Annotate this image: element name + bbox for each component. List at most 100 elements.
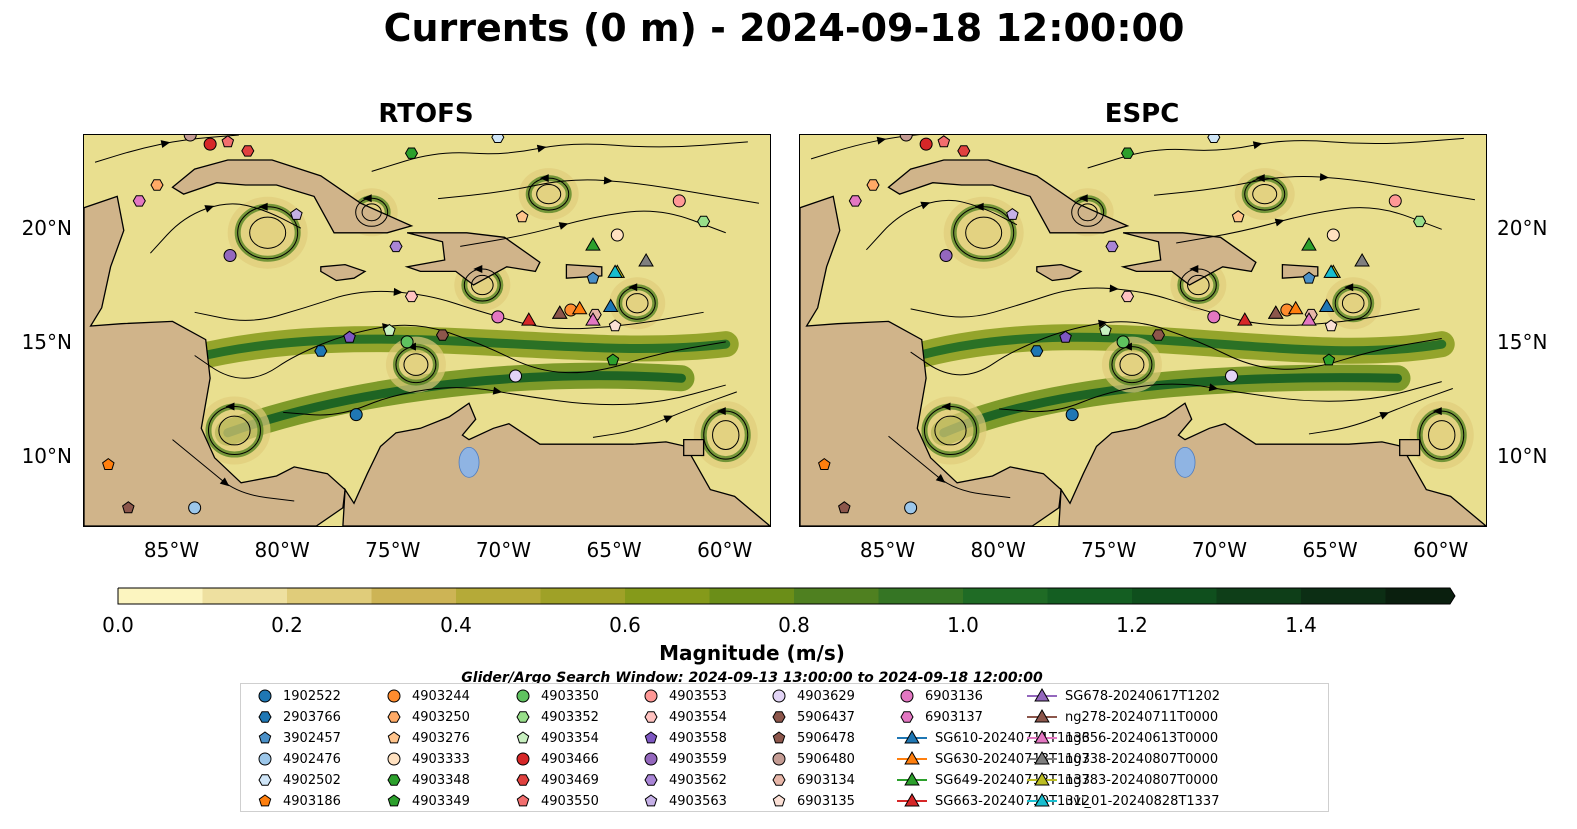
legend-item: SG610-20240711T1133	[897, 728, 1090, 748]
espc-ytick-1: 15°N	[1497, 330, 1548, 355]
colorbar-tick-7: 1.4	[1285, 613, 1317, 637]
argo-float-4902502	[491, 135, 505, 143]
float-marker-icon	[516, 689, 530, 703]
glider-SG610-20240711T1133	[1318, 298, 1335, 312]
float-marker-icon	[900, 711, 914, 723]
glider-ng656-20240613T0000	[585, 312, 601, 326]
legend-item: 6903135	[769, 791, 855, 811]
espc-gliders	[1237, 237, 1370, 326]
legend-item: 3902457	[255, 728, 341, 748]
argo-float-4903186	[818, 457, 831, 470]
rtofs-ytick-0: 20°N	[21, 216, 72, 241]
glider-marker-icon	[1027, 771, 1057, 786]
argo-float-4903333	[1326, 228, 1340, 242]
argo-float-4903466	[919, 137, 933, 151]
argo-float-6903135	[1324, 319, 1338, 332]
legend-label: 5906480	[797, 751, 855, 767]
espc-ytick-2: 10°N	[1497, 443, 1548, 468]
colorbar-bin-0	[118, 588, 203, 604]
legend-item: 5906478	[769, 728, 855, 748]
legend-item: 4903562	[641, 770, 727, 790]
argo-float-4903354	[383, 323, 396, 336]
argo-float-4902502	[1207, 135, 1221, 143]
float-marker-icon	[772, 794, 786, 807]
legend-label: uvi_01-20240828T1337	[1065, 793, 1220, 809]
colorbar-bin-3	[371, 588, 457, 604]
colorbar-tick-3: 0.6	[609, 613, 641, 637]
legend-item: 4903558	[641, 728, 727, 748]
colorbar-bin-1	[202, 588, 288, 604]
float-marker-icon	[516, 711, 530, 723]
legend-label: 4903333	[412, 751, 470, 767]
espc-map-svg	[800, 135, 1486, 526]
float-marker-icon	[258, 689, 272, 703]
legend-label: 4903466	[541, 751, 599, 767]
legend-item: 4903469	[513, 770, 599, 790]
legend-item: 6903137	[897, 707, 983, 727]
legend-item: SG630-20240713T1103	[897, 749, 1090, 769]
rtofs-ytick-2: 10°N	[21, 443, 72, 468]
legend-label: 4903554	[669, 709, 727, 725]
legend-label: SG649-20240712T1133	[935, 772, 1091, 788]
glider-marker-icon	[1027, 792, 1057, 807]
glider-marker-icon	[1027, 708, 1057, 723]
legend-label: 4903348	[412, 772, 470, 788]
glider-ng738-20240807T0000	[1354, 253, 1370, 267]
colorbar-bin-6	[625, 588, 710, 604]
legend-label: 4903469	[541, 772, 599, 788]
argo-float-4903350	[400, 335, 414, 349]
float-marker-icon	[258, 752, 272, 766]
legend-label: SG610-20240711T1133	[935, 730, 1091, 746]
rtofs-map-svg	[84, 135, 770, 526]
legend-item: 4902502	[255, 770, 341, 790]
legend-label: 2903766	[283, 709, 341, 725]
float-marker-icon	[516, 752, 530, 766]
float-marker-icon	[516, 774, 530, 786]
float-marker-icon	[387, 794, 401, 807]
legend-label: ng656-20240613T0000	[1065, 730, 1219, 746]
glider-ng738-20240807T0000	[638, 253, 654, 267]
colorbar-bin-2	[287, 588, 372, 604]
panel-title-rtofs: RTOFS	[378, 99, 474, 129]
legend-item: 4903550	[513, 791, 599, 811]
argo-float-6903136	[1207, 310, 1221, 324]
legend-label: 5906478	[797, 730, 855, 746]
legend-item: 4902476	[255, 749, 341, 769]
legend-label: 6903137	[925, 709, 983, 725]
rtofs-xtick-4: 65°W	[586, 538, 642, 562]
colorbar-bin-14	[1301, 588, 1386, 604]
glider-SG663-20240710T1312	[1237, 312, 1253, 326]
rtofs-ytick-1: 15°N	[21, 330, 72, 355]
colorbar-bin-8	[794, 588, 879, 604]
glider-SG649-20240712T1133	[1301, 237, 1317, 251]
float-marker-icon	[387, 689, 401, 703]
glider-uvi_01-20240828T1337	[1323, 264, 1339, 278]
argo-float-4903250	[150, 179, 164, 191]
legend-item: 4903333	[384, 749, 470, 769]
float-marker-icon	[644, 711, 658, 723]
colorbar-bin-5	[540, 588, 626, 604]
legend-label: 4903244	[412, 688, 470, 704]
legend-label: 6903135	[797, 793, 855, 809]
argo-float-6903137	[848, 195, 862, 207]
argo-float-4903550	[937, 135, 951, 148]
legend-label: 4902502	[283, 772, 341, 788]
legend-item: SG678-20240617T1202	[1027, 686, 1220, 706]
legend-label: 3902457	[283, 730, 341, 746]
argo-float-4903354	[1099, 323, 1112, 336]
argo-float-4903466	[203, 137, 217, 151]
legend-item: SG663-20240710T1312	[897, 791, 1090, 811]
legend-label: 4903550	[541, 793, 599, 809]
glider-ng278-20240711T0000	[1267, 305, 1284, 319]
argo-float-5906480	[899, 135, 913, 142]
map-panel-espc	[799, 134, 1487, 527]
argo-float-4903550	[221, 135, 235, 148]
legend-item: 4903244	[384, 686, 470, 706]
glider-SG610-20240711T1133	[602, 298, 619, 312]
legend-label: 4903250	[412, 709, 470, 725]
legend-label: 4903186	[283, 793, 341, 809]
argo-float-4903553	[1388, 194, 1402, 208]
glider-SG630-20240713T1103	[1287, 300, 1304, 315]
argo-float-4903562	[1105, 240, 1119, 253]
glider-marker-icon	[1027, 729, 1057, 744]
